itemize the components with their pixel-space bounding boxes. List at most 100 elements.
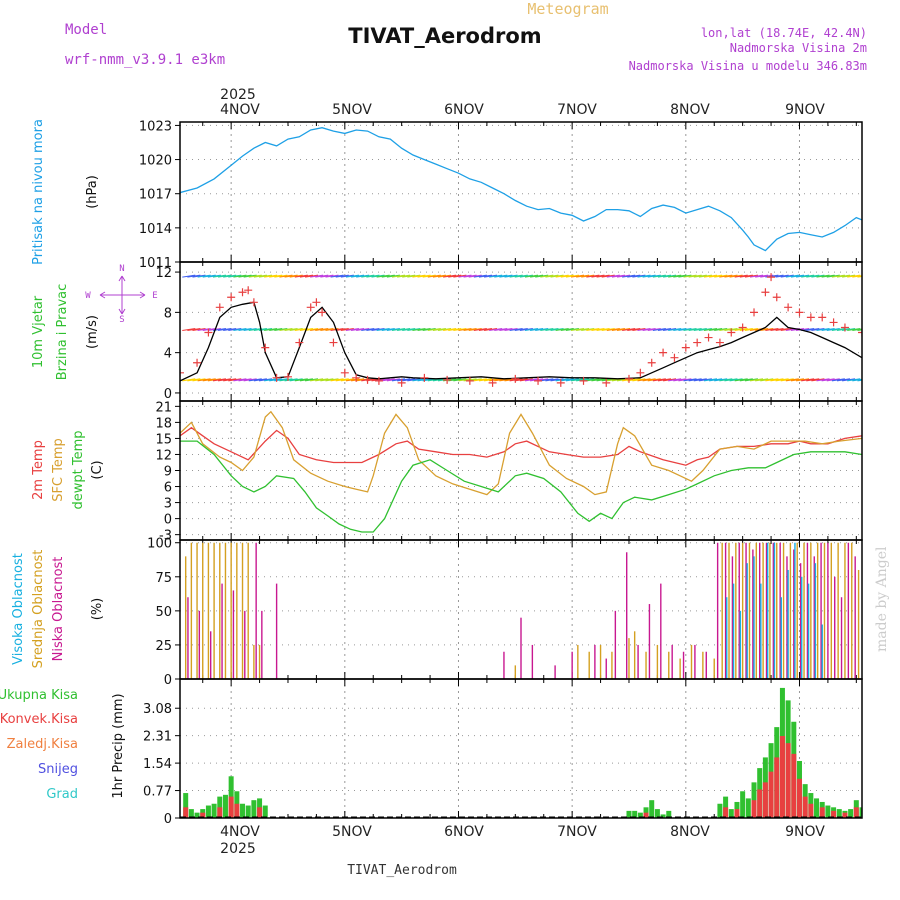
wind-direction-arrow (197, 274, 211, 278)
wind-direction-arrow (223, 327, 237, 332)
wind-direction-arrow (422, 274, 436, 278)
wind-direction-arrow (407, 274, 421, 278)
wind-direction-arrow (509, 274, 523, 278)
wind-direction-arrow (417, 274, 431, 278)
compass-east: E (152, 291, 157, 301)
wind-direction-arrow (591, 274, 605, 278)
wind-direction-arrow (540, 274, 554, 278)
wind-direction-arrow (739, 327, 753, 332)
precip-series-konvek-kisa-bar (768, 771, 774, 818)
wind-direction-arrow (744, 327, 759, 332)
precip-series-ukupna-kisa-bar (643, 807, 649, 818)
wind-direction-arrow (662, 327, 677, 332)
wind-direction-arrow (657, 327, 672, 332)
wind-direction-arrow (714, 274, 728, 278)
temperature-ytick-label: 3 (164, 497, 172, 512)
wind-gust-point (329, 338, 338, 347)
wind-direction-arrow (627, 327, 641, 332)
precip-series-ukupna-kisa-bar (632, 810, 638, 818)
wind-direction-arrow (780, 378, 794, 382)
wind-direction-arrow (535, 274, 549, 278)
wind-direction-arrow (412, 274, 426, 278)
pressure-unit: (hPa) (85, 175, 100, 209)
station-title: TIVAT_Aerodrom (348, 24, 541, 48)
wind-direction-arrow (253, 378, 267, 382)
wind-gust-point (772, 293, 781, 302)
wind-gust-point (818, 313, 827, 322)
wind-gust-point (443, 375, 452, 384)
wind-direction-arrow (749, 274, 764, 278)
wind-direction-arrow (565, 274, 579, 278)
wind-direction-arrow (228, 327, 242, 332)
temp-unit: (C) (90, 460, 105, 479)
wind-direction-arrow (683, 378, 697, 382)
wind-gust-point (624, 374, 633, 383)
wind-gust-point (750, 308, 759, 317)
wind-direction-arrow (228, 274, 242, 278)
model-label: Model (65, 22, 107, 38)
wind-direction-arrow (729, 378, 743, 382)
wind-direction-arrow (560, 327, 574, 332)
clouds-ytick-label: 25 (155, 639, 172, 654)
wind-direction-arrow (207, 274, 221, 278)
wind-direction-arrow (760, 378, 774, 382)
wind-direction-arrow (489, 274, 503, 278)
bottom-date-4nov: 4NOV (220, 824, 260, 840)
top-date-8nov: 8NOV (670, 102, 710, 118)
wind-direction-arrow (565, 378, 579, 382)
wind-direction-arrow (202, 327, 216, 332)
precip-ytick-label: 3.08 (143, 702, 172, 717)
wind-direction-arrow (279, 378, 293, 382)
wind-gust-point (374, 376, 383, 385)
wind-direction-arrow (407, 327, 421, 332)
wind-direction-arrow (381, 274, 395, 278)
wind-gust-point (767, 273, 776, 282)
pressure-panel: 1011 1014 1017 1020 1023 (139, 119, 863, 271)
wind-direction-arrow (422, 327, 436, 332)
wind-direction-arrow (739, 378, 753, 382)
wind-gust-point (238, 288, 247, 297)
wind-direction-arrow (417, 327, 431, 332)
wind-direction-arrow (611, 327, 626, 332)
wind-gust-point (363, 375, 372, 384)
footer-station: TIVAT_Aerodrom (347, 863, 457, 878)
pressure-ylabel: Pritisak na nivou mora (31, 119, 46, 265)
precip-legend-conv: Konvek.Kisa (0, 712, 78, 727)
wind-gust-point (318, 308, 327, 317)
precip-legend-freez: Zaledj.Kisa (7, 737, 78, 752)
wind-direction-arrow (688, 327, 702, 332)
wind-direction-arrow (432, 274, 446, 278)
wind-direction-arrow (514, 274, 528, 278)
wind-direction-arrow (795, 274, 810, 278)
wind-direction-arrow (560, 274, 574, 278)
wind-direction-arrow (842, 274, 856, 278)
wind-direction-arrow (714, 327, 728, 332)
precip-series-ukupna-kisa-bar (205, 805, 211, 818)
precip-axis-title: Ukupna Kisa Konvek.Kisa Zaledj.Kisa Snij… (0, 688, 126, 802)
wind-direction-arrow (264, 274, 278, 278)
wind-gust-point (227, 293, 236, 302)
wind-direction-arrow (437, 327, 452, 332)
model-name: wrf-nmm_v3.9.1 e3km (65, 52, 225, 68)
wind-direction-arrow (432, 378, 446, 382)
wind-direction-arrow (427, 327, 441, 332)
wind-direction-arrow (335, 378, 349, 382)
precip-series-konvek-kisa-bar (228, 796, 234, 818)
wind-direction-arrow (770, 327, 784, 332)
wind-direction-arrow (217, 378, 232, 382)
precip-series-konvek-kisa-bar (831, 810, 837, 818)
wind-gust-point (352, 373, 361, 382)
wind-direction-arrow (857, 275, 862, 278)
wind-gust-point (420, 373, 429, 382)
clouds-ytick-label: 75 (155, 571, 172, 586)
wind-direction-arrow (202, 274, 216, 278)
wind-direction-arrow (284, 378, 298, 382)
wind-direction-arrow (570, 274, 585, 278)
bottom-date-8nov: 8NOV (670, 824, 710, 840)
temperature-series-sfc-temp (180, 410, 862, 496)
wind-direction-arrow (601, 327, 615, 332)
wind-panel: 0 4 8 12 (155, 261, 863, 402)
wind-direction-arrow (274, 327, 288, 332)
precip-series-ukupna-kisa-bar (836, 809, 842, 818)
wind-direction-arrow (494, 327, 508, 332)
